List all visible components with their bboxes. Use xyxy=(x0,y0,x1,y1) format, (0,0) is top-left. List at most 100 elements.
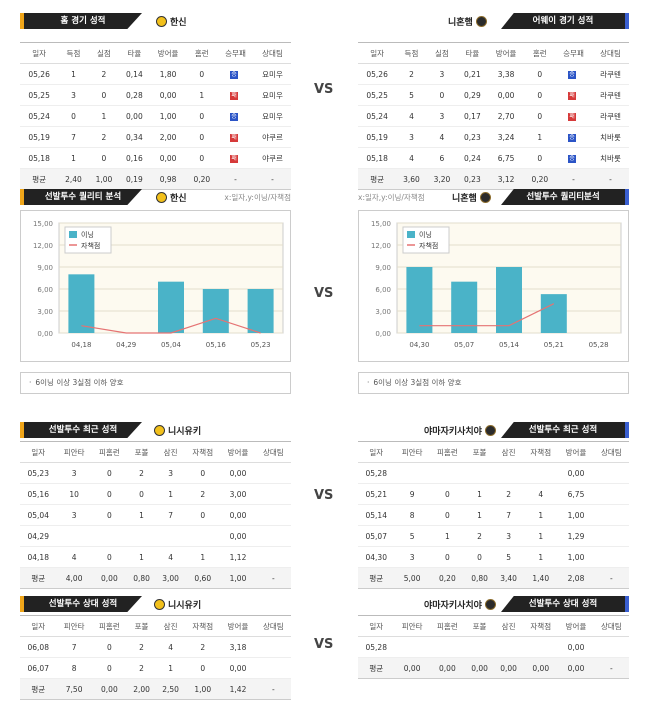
axis-note: x:일자,y:이닝/자책점 xyxy=(224,193,291,202)
column-header: 상대팀 xyxy=(593,615,629,637)
note-text: 6이닝 이상 3실점 이하 양호 xyxy=(373,378,462,387)
table-header-row: 일자 득점 실점 타율 방어율 홈런 승무패 상대팀 xyxy=(20,42,291,64)
table-cell: 0,00 xyxy=(487,84,525,106)
pitcher-name: 니시유키 xyxy=(168,427,202,437)
table-cell: 1 xyxy=(465,504,495,526)
column-header: 타율 xyxy=(119,42,150,64)
column-header: 상대팀 xyxy=(593,441,629,463)
table-cell: 요미우 xyxy=(253,105,291,127)
average-cell: - xyxy=(591,168,629,190)
table-cell: 0 xyxy=(186,105,218,127)
average-cell: 평균 xyxy=(20,567,57,589)
table-row: 05,23 3 0 2 3 0 0,00 xyxy=(20,462,291,484)
loss-badge-icon: 패 xyxy=(568,91,576,100)
table-row: 05,04 3 0 1 7 0 0,00 xyxy=(20,504,291,526)
table-cell: 0 xyxy=(524,147,556,169)
win-badge-icon: 승 xyxy=(230,70,238,79)
table-cell: 4 xyxy=(396,105,427,127)
recent-left-panel: 선발투수 최근 성적 니시유키 일자 피안타 피홈런 포볼 삼진 자책점 방어율 상대팀 05,… xyxy=(20,421,291,589)
column-header: 포볼 xyxy=(465,441,495,463)
table-header-row: 일자 피안타 피홈런 포볼 삼진 자책점 방어율 상대팀 xyxy=(20,615,291,637)
average-cell: 4,00 xyxy=(56,567,92,589)
table-cell: 05,07 xyxy=(358,525,395,547)
table-cell: 1,12 xyxy=(220,546,256,568)
y-tick-label: 6,00 xyxy=(37,286,53,294)
pitcher-label: 야마자키사치야 xyxy=(424,598,496,611)
panel-header: 홈 경기 성적 한신 xyxy=(20,12,291,30)
table-cell: 0 xyxy=(186,147,218,169)
average-cell: 1,00 xyxy=(185,678,221,700)
average-cell: 2,50 xyxy=(156,678,186,700)
panel-header: 야마자키사치야 선발투수 상대 성적 xyxy=(358,595,629,613)
column-header: 방어율 xyxy=(558,615,594,637)
table-cell: 0,23 xyxy=(457,126,488,148)
y-tick-label: 3,00 xyxy=(375,308,391,316)
series-line xyxy=(419,303,555,327)
table-cell: 6,75 xyxy=(487,147,525,169)
table-cell: 05,19 xyxy=(358,126,397,148)
vs-label: VS xyxy=(314,637,334,652)
legend-label: 이닝 xyxy=(419,230,432,239)
y-tick-label: 9,00 xyxy=(37,264,53,272)
x-tick-label: 05,07 xyxy=(454,341,474,349)
table-cell xyxy=(523,636,559,658)
loss-badge-icon: 패 xyxy=(230,154,238,163)
table-cell xyxy=(255,657,291,679)
table-row: 04,29 0,00 xyxy=(20,525,291,547)
average-cell: 0,20 xyxy=(186,168,218,190)
table-cell xyxy=(494,636,524,658)
section-title: 선발투수 퀄리티 분석 xyxy=(20,189,142,205)
table-cell: 3 xyxy=(426,63,458,85)
table-row: 05,28 0,00 xyxy=(358,636,629,658)
record-table: 일자 득점 실점 타율 방어율 홈런 승무패 상대팀 05,26 1 2 0,14 1,80 0 승 요미우 0… xyxy=(20,42,291,190)
column-header: 득점 xyxy=(396,42,427,64)
table-cell: 0 xyxy=(185,462,221,484)
table-cell: 0 xyxy=(88,84,120,106)
table-cell: 0 xyxy=(524,84,556,106)
table-cell: 2 xyxy=(88,126,120,148)
table-cell: 0,00 xyxy=(119,105,150,127)
table-row: 05,24 4 3 0,17 2,70 0 패 라쿠텐 xyxy=(358,105,629,127)
table-cell: 1 xyxy=(185,546,221,568)
table-cell: 승 xyxy=(555,63,592,85)
table-cell: 9 xyxy=(394,483,430,505)
table-cell: 0 xyxy=(91,636,128,658)
table-row: 05,07 5 1 2 3 1 1,29 xyxy=(358,525,629,547)
column-header: 피홈런 xyxy=(91,615,128,637)
average-cell: 평균 xyxy=(20,168,59,190)
table-cell: 05,26 xyxy=(20,63,59,85)
bar xyxy=(247,289,274,333)
table-cell: 야쿠르 xyxy=(253,126,291,148)
panel-header: 선발투수 최근 성적 니시유키 xyxy=(20,421,291,439)
table-cell: 0,28 xyxy=(119,84,150,106)
quality-chart-svg: 0,00 3,00 6,00 9,00 12,00 15,00 04,30 05,07 05,1… xyxy=(371,220,622,349)
table-cell: 1 xyxy=(58,147,89,169)
table-cell: 2 xyxy=(127,462,157,484)
quality-note: · 6이닝 이상 3실점 이하 양호 xyxy=(20,372,291,394)
table-cell: 0 xyxy=(91,504,128,526)
column-header: 방어율 xyxy=(149,42,187,64)
column-header: 포볼 xyxy=(127,441,157,463)
table-cell: 4 xyxy=(523,483,559,505)
team-label: 니혼햄 xyxy=(448,15,487,28)
y-tick-label: 6,00 xyxy=(375,286,391,294)
average-cell: - xyxy=(253,168,291,190)
table-cell: 치바롯 xyxy=(591,126,629,148)
table-cell: 05,25 xyxy=(20,84,59,106)
note-text: 6이닝 이상 3실점 이하 양호 xyxy=(35,378,124,387)
table-row: 05,18 1 0 0,16 0,00 0 패 야쿠르 xyxy=(20,147,291,169)
table-cell: 2 xyxy=(88,63,120,85)
team-label: 한신 xyxy=(156,15,187,28)
table-cell: 6,75 xyxy=(558,483,594,505)
table-cell xyxy=(465,636,495,658)
column-header: 득점 xyxy=(58,42,89,64)
table-row: 05,19 7 2 0,34 2,00 0 패 야쿠르 xyxy=(20,126,291,148)
table-row: 05,26 2 3 0,21 3,38 0 승 라쿠텐 xyxy=(358,63,629,85)
average-cell: - xyxy=(555,168,592,190)
average-cell: 2,40 xyxy=(58,168,89,190)
table-cell: 1 xyxy=(524,126,556,148)
table-cell: 05,04 xyxy=(20,504,57,526)
win-badge-icon: 승 xyxy=(568,133,576,142)
average-cell: 0,60 xyxy=(185,567,221,589)
